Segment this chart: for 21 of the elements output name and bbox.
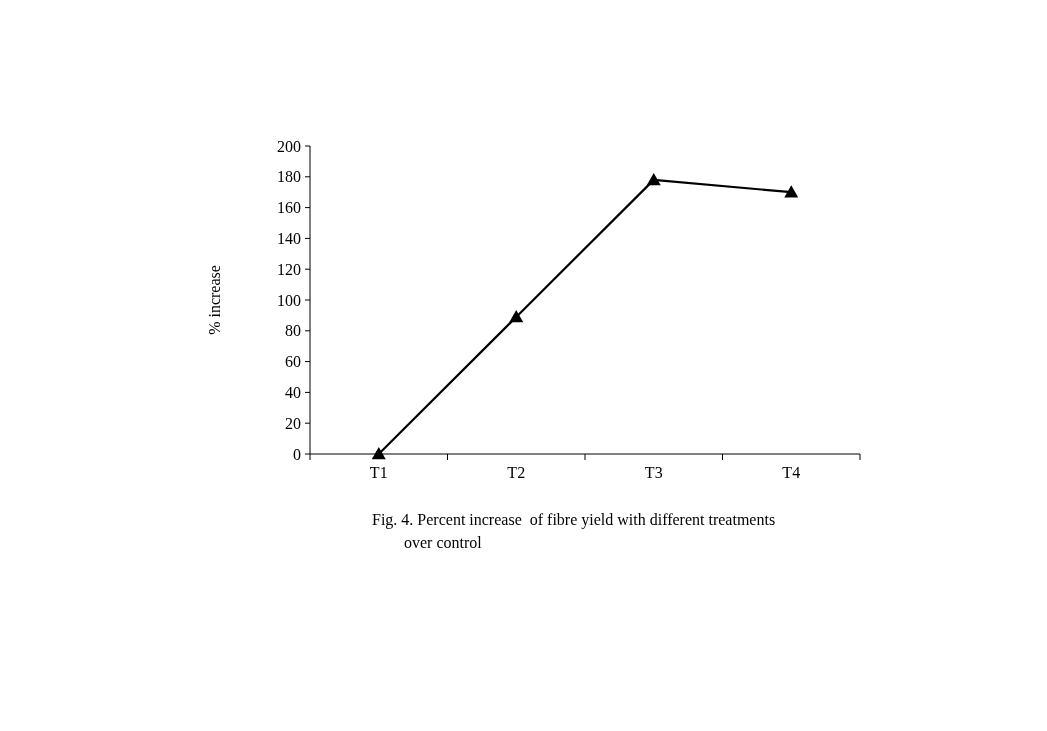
y-tick-label: 180 [277, 168, 301, 186]
y-tick-label: 100 [277, 291, 301, 309]
y-tick-label: 200 [277, 137, 301, 155]
point [784, 185, 799, 198]
x-tick-label: T2 [507, 464, 526, 481]
y-tick-label: 160 [277, 199, 301, 217]
y-tick-label: 0 [293, 445, 301, 463]
x-tick-label: T4 [782, 464, 801, 481]
y-tick-label: 20 [285, 414, 301, 432]
point [509, 309, 524, 323]
y-tick-label: 140 [277, 230, 301, 247]
y-tick-label: 80 [285, 322, 301, 340]
x-tick-label: T1 [369, 464, 388, 481]
y-tick-label: 40 [285, 384, 301, 401]
point [646, 172, 661, 186]
y-tick-label: 60 [285, 353, 301, 371]
point [371, 447, 386, 460]
x-tick-label: T3 [644, 464, 663, 481]
y-axis-title: % increase [206, 265, 223, 335]
y-tick-label: 120 [277, 260, 301, 278]
caption: Fig. 4. Percent increase of fibre yield with different treatments over control [372, 511, 776, 551]
